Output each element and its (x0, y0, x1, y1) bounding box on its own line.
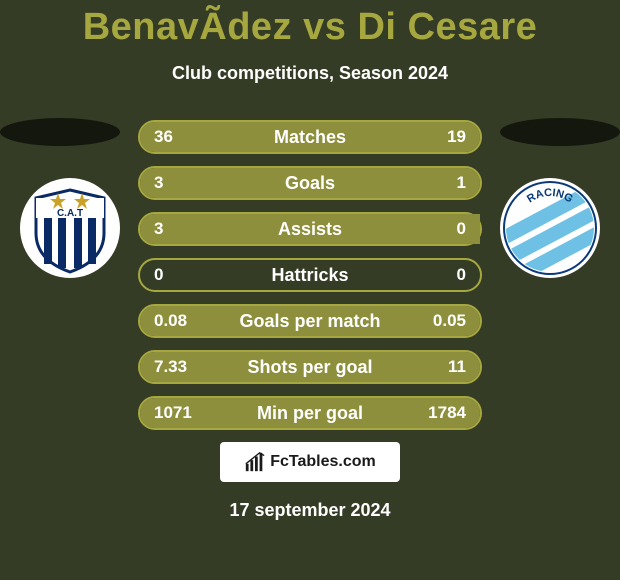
stat-label: Matches (274, 127, 346, 148)
stat-label: Hattricks (271, 265, 348, 286)
stat-value-right: 1784 (428, 403, 466, 423)
stat-value-right: 0.05 (433, 311, 466, 331)
stat-bar-right (395, 168, 480, 198)
stat-label: Shots per goal (247, 357, 372, 378)
footer-date: 17 september 2024 (0, 500, 620, 521)
stat-value-left: 7.33 (154, 357, 187, 377)
stat-row: 3 Goals 1 (138, 166, 482, 200)
stat-value-left: 1071 (154, 403, 192, 423)
site-logo[interactable]: FcTables.com (220, 442, 400, 482)
badge-shadow-left (0, 118, 120, 146)
stats-panel: 36 Matches 19 3 Goals 1 3 Assists 0 0 Hattricks 0 0.… (138, 120, 482, 442)
stat-value-right: 0 (457, 219, 466, 239)
stat-label: Goals per match (239, 311, 380, 332)
chart-icon (244, 451, 266, 473)
stat-row: 7.33 Shots per goal 11 (138, 350, 482, 384)
club-badge-right: RACING (500, 178, 600, 278)
page-title: BenavÃ­dez vs Di Cesare (0, 0, 620, 49)
subtitle: Club competitions, Season 2024 (0, 63, 620, 84)
stat-value-right: 0 (457, 265, 466, 285)
stat-bar-left (140, 168, 395, 198)
stat-row: 36 Matches 19 (138, 120, 482, 154)
badge-left-text: C.A.T (57, 208, 83, 219)
racing-badge-icon: RACING (500, 178, 600, 278)
stat-value-right: 19 (447, 127, 466, 147)
stat-value-left: 0 (154, 265, 163, 285)
stat-value-right: 1 (457, 173, 466, 193)
stat-value-left: 0.08 (154, 311, 187, 331)
stat-value-left: 3 (154, 219, 163, 239)
club-badge-left: C.A.T (20, 178, 120, 278)
badge-shadow-right (500, 118, 620, 146)
stat-label: Goals (285, 173, 335, 194)
stat-row: 0.08 Goals per match 0.05 (138, 304, 482, 338)
stat-label: Assists (278, 219, 342, 240)
stat-label: Min per goal (257, 403, 363, 424)
stat-row: 1071 Min per goal 1784 (138, 396, 482, 430)
stat-row: 3 Assists 0 (138, 212, 482, 246)
stat-value-left: 36 (154, 127, 173, 147)
stat-value-left: 3 (154, 173, 163, 193)
talleres-shield-icon: C.A.T (20, 178, 120, 278)
site-name: FcTables.com (270, 453, 376, 471)
stat-value-right: 11 (448, 357, 466, 377)
stat-row: 0 Hattricks 0 (138, 258, 482, 292)
